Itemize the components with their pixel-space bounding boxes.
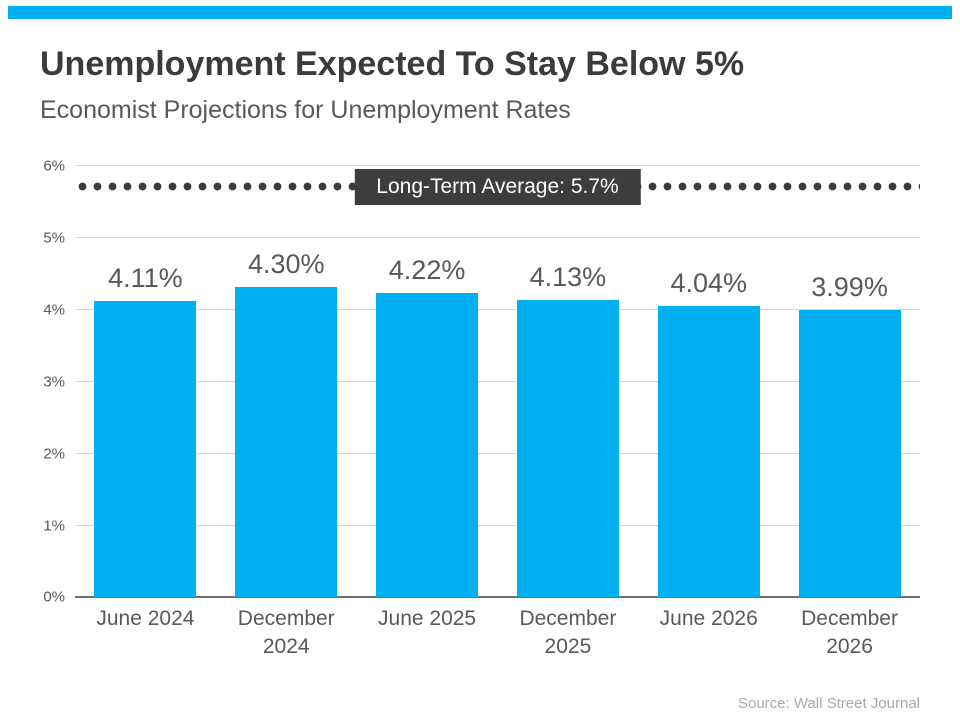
long-term-average-label: Long-Term Average: 5.7% — [354, 168, 641, 205]
x-axis-tick-label: December 2026 — [801, 607, 898, 659]
x-axis-tick-label: December 2024 — [237, 607, 335, 659]
source-attribution: Source: Wall Street Journal — [737, 695, 920, 712]
x-tick-cell: December 2026 — [799, 605, 901, 662]
gridline: 3% — [43, 373, 920, 390]
gridline: 4% — [43, 301, 920, 318]
x-tick-cell: June 2025 — [376, 605, 478, 662]
gridline: 5% — [43, 229, 920, 246]
bar-december-2024: 4.30% — [235, 249, 338, 597]
bar-value-label: 4.22% — [388, 255, 466, 286]
y-axis-tick-label: 3% — [43, 373, 65, 390]
bar-june-2025: 4.22% — [376, 255, 479, 597]
bar-column: 4.04% — [657, 268, 760, 597]
bar-column: 4.13% — [516, 262, 619, 597]
bar-column: 4.22% — [376, 255, 479, 597]
bar-june-2024: 4.11% — [94, 263, 197, 597]
bar-column: 3.99% — [798, 272, 901, 597]
bar-value-label: 4.13% — [529, 261, 607, 292]
bar-december-2025: 4.13% — [516, 262, 619, 597]
bar-chart-plot-area: 4.11% 4.30% 4.22% 4.13% 4.04% 3.99% 6% 5% 4% 3% 2… — [43, 157, 920, 606]
y-axis-tick-label: 5% — [43, 229, 65, 246]
chart-subtitle: Economist Projections for Unemployment R… — [40, 96, 571, 124]
bar-column: 4.11% — [94, 263, 197, 597]
bar-value-label: 3.99% — [811, 271, 888, 302]
y-axis-tick-label: 4% — [43, 301, 65, 318]
y-axis-tick-label: 0% — [43, 588, 65, 606]
bars-container: 4.11% 4.30% 4.22% 4.13% 4.04% 3.99% — [75, 165, 920, 597]
y-axis-tick-label: 1% — [43, 517, 65, 534]
x-tick-cell: June 2026 — [658, 605, 760, 662]
chart-header: Unemployment Expected To Stay Below 5% E… — [40, 45, 920, 125]
x-tick-cell: December 2024 — [235, 605, 337, 662]
x-axis-labels: June 2024 December 2024 June 2025 December … — [75, 605, 920, 662]
bar-june-2026: 4.04% — [657, 268, 760, 597]
gridline: 6% — [43, 157, 920, 174]
x-axis-tick-label: December 2025 — [519, 607, 617, 659]
bar-december-2026: 3.99% — [798, 272, 901, 597]
x-axis-tick-label: June 2026 — [659, 607, 758, 630]
bar-value-label: 4.04% — [670, 268, 747, 299]
x-axis-tick-label: June 2025 — [378, 607, 477, 630]
gridline: 1% — [43, 517, 920, 534]
bar-value-label: 4.30% — [247, 249, 325, 280]
bar-column: 4.30% — [235, 249, 338, 597]
bar-value-label: 4.11% — [108, 263, 183, 294]
x-axis-tick-label: June 2024 — [96, 607, 195, 630]
x-axis-line: 0% — [43, 589, 920, 606]
x-tick-cell: December 2025 — [517, 605, 619, 662]
top-accent-bar — [8, 6, 952, 19]
y-axis-tick-label: 6% — [43, 157, 65, 174]
y-axis-tick-label: 2% — [43, 445, 65, 462]
chart-title: Unemployment Expected To Stay Below 5% — [40, 45, 745, 83]
gridline: 2% — [43, 445, 920, 462]
x-tick-cell: June 2024 — [94, 605, 196, 662]
